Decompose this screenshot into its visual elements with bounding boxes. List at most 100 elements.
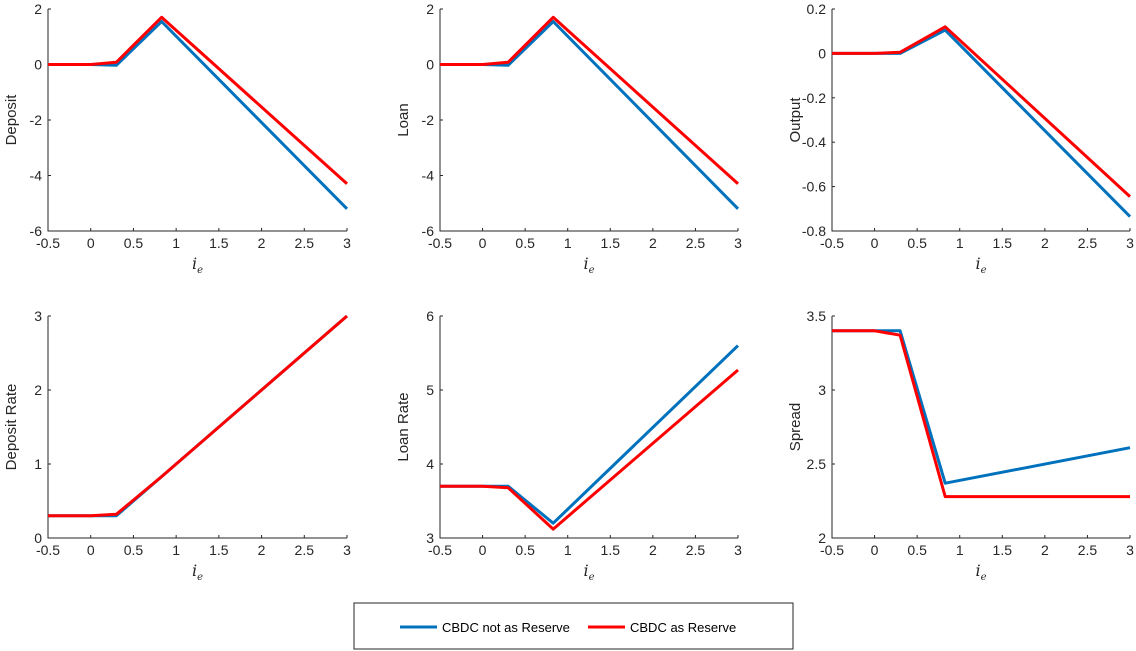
x-tick-label: 0.5 — [907, 235, 927, 251]
x-tick-label: 2.5 — [686, 542, 706, 558]
y-tick-label: 2 — [426, 1, 434, 17]
y-tick-label: 2 — [34, 382, 42, 398]
y-tick-label: -6 — [30, 223, 43, 239]
y-axis-label: Loan Rate — [395, 392, 412, 461]
y-tick-label: 2.5 — [807, 456, 827, 472]
x-tick-label: 1.5 — [601, 542, 621, 558]
x-tick-label: 2.5 — [1078, 235, 1098, 251]
y-tick-label: 6 — [426, 308, 434, 324]
x-axis-label: ie — [583, 561, 594, 583]
y-tick-label: -0.4 — [802, 134, 826, 150]
subplot-6: -0.5 0 0.5 1 1.5 2 2.5 3 2 2.5 3 3.5 Spread ie — [787, 308, 1134, 583]
x-tick-label: 3 — [734, 235, 742, 251]
y-tick-label: -2 — [30, 112, 43, 128]
x-tick-label: -0.5 — [36, 235, 60, 251]
x-tick-label: 2 — [258, 542, 266, 558]
legend-label-2: CBDC as Reserve — [630, 620, 736, 635]
x-tick-label: 3 — [1126, 235, 1134, 251]
x-tick-label: -0.5 — [36, 542, 60, 558]
x-tick-label: 2 — [258, 235, 266, 251]
x-tick-label: 1 — [172, 235, 180, 251]
axes-frame — [47, 9, 347, 232]
x-tick-label: 0.5 — [515, 542, 535, 558]
x-tick-label: -0.5 — [428, 235, 452, 251]
y-tick-label: 0 — [34, 57, 42, 73]
x-tick-label: -0.5 — [820, 542, 844, 558]
subplot-2: -0.5 0 0.5 1 1.5 2 2.5 3 -6 -4 -2 0 2 Loan ie — [395, 1, 742, 276]
x-tick-label: 1.5 — [209, 542, 229, 558]
x-tick-label: 0 — [871, 235, 879, 251]
x-tick-label: -0.5 — [820, 235, 844, 251]
x-tick-label: 2.5 — [295, 542, 315, 558]
x-tick-label: 3 — [343, 542, 351, 558]
series-line-2 — [48, 314, 348, 518]
y-tick-label: 0 — [426, 57, 434, 73]
x-tick-label: 0.5 — [124, 542, 144, 558]
y-tick-label: -0.8 — [802, 223, 826, 239]
x-tick-label: 0.5 — [515, 235, 535, 251]
x-tick-label: 0 — [479, 235, 487, 251]
x-tick-label: 0 — [479, 542, 487, 558]
y-tick-label: 5 — [426, 382, 434, 398]
x-axis-label: ie — [975, 561, 986, 583]
x-tick-label: 0 — [871, 542, 879, 558]
axes-frame — [439, 9, 738, 232]
x-tick-label: 3 — [734, 542, 742, 558]
y-tick-label: -2 — [422, 112, 435, 128]
y-axis-label: Deposit — [3, 94, 20, 146]
series-line-2 — [832, 25, 1132, 198]
y-tick-label: 3 — [426, 530, 434, 546]
series-line-1 — [832, 329, 1131, 485]
y-tick-label: 4 — [426, 456, 434, 472]
series-line-2 — [48, 15, 349, 185]
y-tick-label: -4 — [422, 168, 435, 184]
axes-frame — [439, 316, 738, 539]
x-axis-label: ie — [975, 254, 986, 276]
x-tick-label: 1.5 — [601, 235, 621, 251]
x-tick-label: 3 — [343, 235, 351, 251]
subplot-3: -0.5 0 0.5 1 1.5 2 2.5 3 -0.8 -0.6 -0.4 -0.2 0 0.2 Out… — [787, 1, 1134, 276]
x-tick-label: 0 — [87, 235, 95, 251]
x-tick-label: 2.5 — [295, 235, 315, 251]
series-line-1 — [48, 314, 348, 518]
axes-frame — [831, 9, 1130, 232]
y-axis-label: Spread — [787, 403, 804, 451]
x-axis-label: ie — [583, 254, 594, 276]
x-tick-label: 2.5 — [686, 235, 706, 251]
x-tick-label: 1 — [172, 542, 180, 558]
y-tick-label: 0 — [818, 45, 826, 61]
subplot-5: -0.5 0 0.5 1 1.5 2 2.5 3 3 4 5 6 Loan Rate ie — [395, 308, 742, 583]
x-tick-label: 2 — [1041, 235, 1049, 251]
x-tick-label: 1 — [564, 235, 572, 251]
y-tick-label: 2 — [818, 530, 826, 546]
x-axis-label: ie — [192, 254, 203, 276]
y-tick-label: -0.2 — [802, 90, 826, 106]
x-tick-label: 0 — [87, 542, 95, 558]
y-tick-label: 3 — [34, 308, 42, 324]
y-tick-label: -4 — [30, 168, 43, 184]
legend: CBDC not as Reserve CBDC as Reserve — [353, 602, 794, 650]
x-tick-label: -0.5 — [428, 542, 452, 558]
x-tick-label: 2.5 — [1078, 542, 1098, 558]
legend-label-1: CBDC not as Reserve — [442, 620, 570, 635]
y-tick-label: 3 — [818, 382, 826, 398]
x-tick-label: 1.5 — [993, 542, 1013, 558]
x-tick-label: 2 — [1041, 542, 1049, 558]
y-axis-label: Output — [787, 97, 804, 143]
y-tick-label: 2 — [34, 1, 42, 17]
series-line-2 — [440, 15, 740, 185]
subplot-1: -0.5 0 0.5 1 1.5 2 2.5 3 -6 -4 -2 0 2 Deposit ie — [3, 1, 351, 276]
x-tick-label: 2 — [649, 235, 657, 251]
y-tick-label: 1 — [34, 456, 42, 472]
x-tick-label: 0.5 — [124, 235, 144, 251]
x-tick-label: 1.5 — [993, 235, 1013, 251]
x-tick-label: 1 — [956, 542, 964, 558]
y-axis-label: Loan — [395, 103, 412, 136]
x-tick-label: 3 — [1126, 542, 1134, 558]
x-tick-label: 1 — [564, 542, 572, 558]
x-axis-label: ie — [192, 561, 203, 583]
y-axis-label: Deposit Rate — [3, 384, 20, 471]
y-tick-label: -0.6 — [802, 179, 826, 195]
